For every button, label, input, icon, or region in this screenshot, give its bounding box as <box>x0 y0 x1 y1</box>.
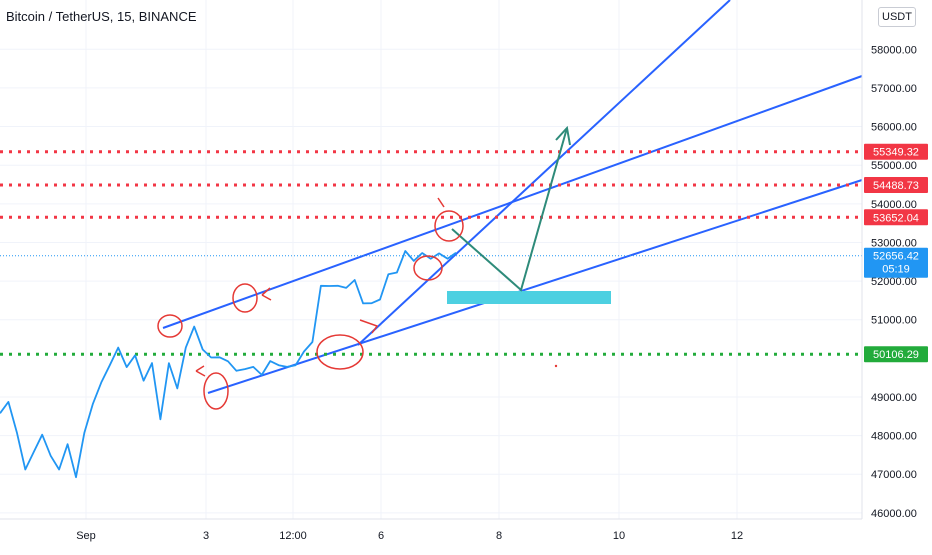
time-tick-label: 12 <box>731 530 743 542</box>
time-tick-label: Sep <box>76 530 96 542</box>
annotation-arrow-mark <box>195 365 206 377</box>
annotation-circle <box>232 283 258 313</box>
level-label: 55349.32 <box>873 147 919 159</box>
last-price-label: 52656.42 <box>873 251 919 263</box>
level-labels: 55349.32 54488.73 53652.04 50106.29 52656.42… <box>864 143 928 363</box>
time-tick-label: 12:00 <box>279 530 307 542</box>
price-tick-label: 57000.00 <box>871 83 917 95</box>
price-tick-label: 49000.00 <box>871 392 917 404</box>
price-tick-label: 47000.00 <box>871 469 917 481</box>
level-label: 54488.73 <box>873 180 919 192</box>
level-label-bg <box>864 346 928 363</box>
level-label-bg <box>864 143 928 160</box>
trend-channel <box>162 0 863 394</box>
level-label: 53652.04 <box>873 212 919 224</box>
annotation-arrow-mark <box>359 319 379 334</box>
arrow-head <box>555 125 571 146</box>
target-zone <box>447 291 611 304</box>
symbol-title: Bitcoin / TetherUS, 15, BINANCE <box>6 9 197 24</box>
price-tick-label: 53000.00 <box>871 237 917 249</box>
price-tick-label: 46000.00 <box>871 508 917 520</box>
annotation-circle <box>157 314 183 338</box>
annotation-dot <box>554 364 558 368</box>
price-tick-label: 48000.00 <box>871 431 917 443</box>
annotation-circle <box>316 334 364 370</box>
price-series <box>0 250 457 479</box>
time-tick-label: 3 <box>203 530 209 542</box>
bar-countdown: 05:19 <box>882 264 910 276</box>
annotation-circle <box>413 255 443 281</box>
currency-button[interactable]: USDT <box>878 7 916 27</box>
time-tick-label: 6 <box>378 530 384 542</box>
projection-path <box>451 127 568 292</box>
annotation-stroke <box>437 197 445 208</box>
horizontal-levels <box>0 150 862 356</box>
time-axis: Sep 3 12:00 6 8 10 12 <box>0 518 862 542</box>
time-tick-label: 10 <box>613 530 625 542</box>
last-price-bg <box>864 247 928 278</box>
level-label-bg <box>864 209 928 226</box>
price-tick-label: 51000.00 <box>871 315 917 327</box>
annotation-arrow-mark <box>261 287 272 301</box>
price-line <box>0 250 457 479</box>
price-tick-label: 55000.00 <box>871 160 917 172</box>
level-label-bg <box>864 176 928 193</box>
target-zone-rect <box>447 291 611 304</box>
level-label: 50106.29 <box>873 349 919 361</box>
price-tick-label: 52000.00 <box>871 276 917 288</box>
price-tick-label: 58000.00 <box>871 44 917 56</box>
price-tick-label: 56000.00 <box>871 122 917 134</box>
trend-line <box>357 0 731 346</box>
annotation-circle <box>203 372 229 410</box>
hand-drawn-marks <box>157 197 558 410</box>
trend-line <box>207 179 863 394</box>
time-tick-label: 8 <box>496 530 502 542</box>
projection-arrow <box>451 125 571 292</box>
price-axis: 46000.00 47000.00 48000.00 49000.00 51000.00… <box>861 0 917 520</box>
price-tick-label: 54000.00 <box>871 199 917 211</box>
annotation-circle <box>434 210 464 242</box>
